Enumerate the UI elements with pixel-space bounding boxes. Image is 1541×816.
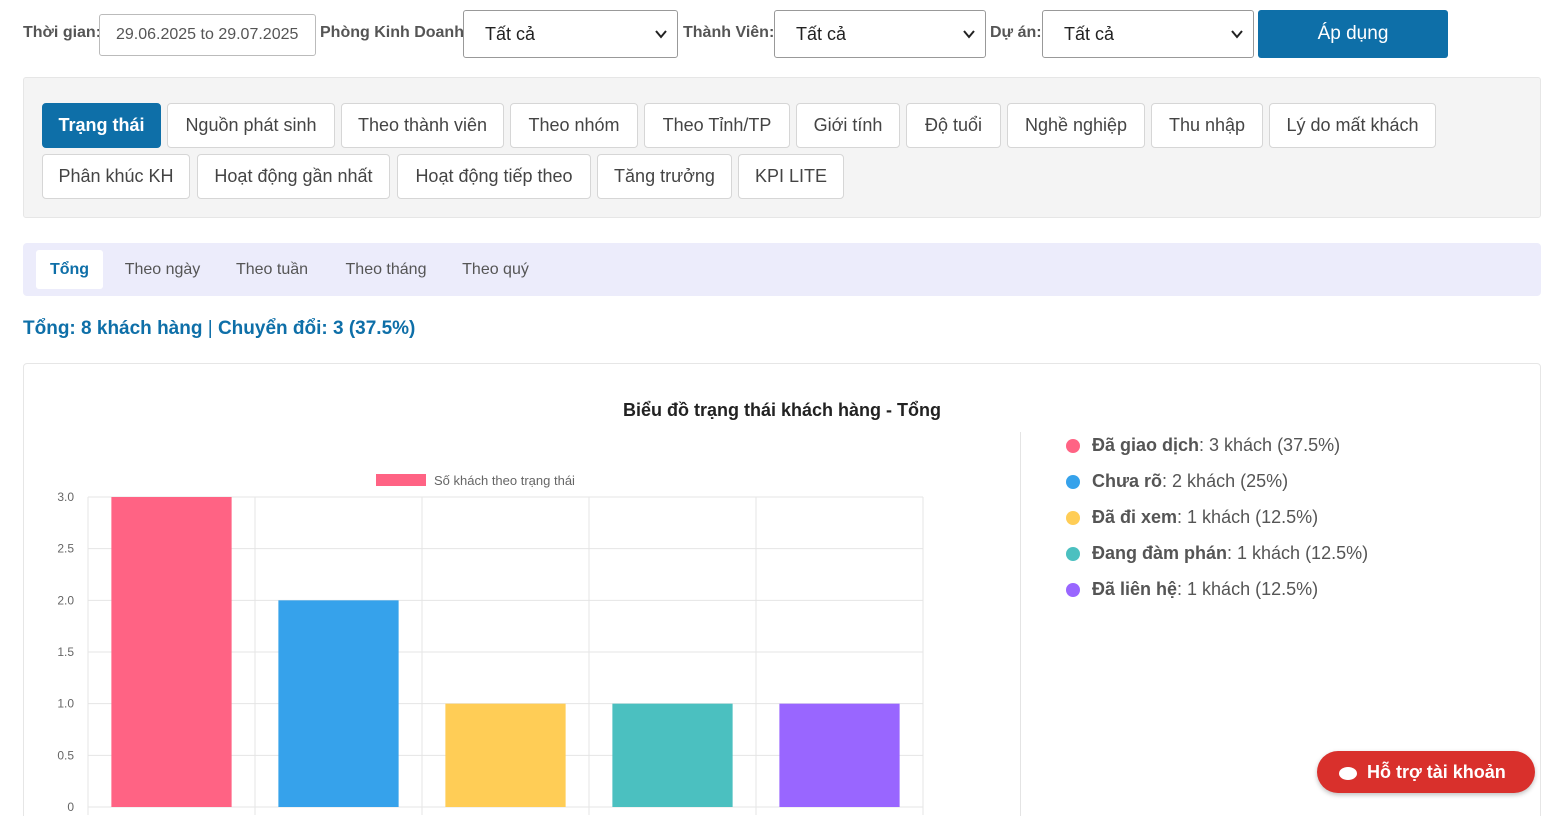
bar-1 <box>111 497 232 807</box>
legend-name: Chưa rõ <box>1092 471 1163 491</box>
legend-dot <box>1066 511 1080 525</box>
legend-swatch <box>376 474 426 486</box>
bar-2 <box>278 600 399 807</box>
summary-conversion: Chuyển đổi: 3 (37.5%) <box>217 318 416 339</box>
tab-theo-nhom[interactable]: Theo nhóm <box>510 103 638 148</box>
report-tabs-panel: Trạng thái Nguồn phát sinh Theo thành vi… <box>23 77 1541 218</box>
tab-nghe-nghiep[interactable]: Nghề nghiệp <box>1007 103 1145 148</box>
y-tick-label: 2.5 <box>57 542 74 556</box>
legend-detail: : 1 khách (12.5%) <box>1177 507 1319 527</box>
bar-3 <box>445 703 566 807</box>
tab-trang-thai[interactable]: Trạng thái <box>42 103 161 148</box>
member-select-value: Tất cả <box>796 24 847 44</box>
project-select-value: Tất cả <box>1064 24 1115 44</box>
legend-name: Đã đi xem <box>1092 507 1178 527</box>
support-button-label: Hỗ trợ tài khoản <box>1367 762 1506 782</box>
tab-theo-tinh-tp[interactable]: Theo Tỉnh/TP <box>644 103 790 148</box>
project-select[interactable]: Tất cả <box>1042 10 1254 58</box>
legend-name: Đã giao dịch <box>1092 435 1200 455</box>
chevron-down-icon <box>963 30 975 39</box>
y-tick-label: 1.5 <box>57 645 74 659</box>
summary-line: Tổng: 8 khách hàng | Chuyển đổi: 3 (37.5… <box>23 318 415 340</box>
legend-dot <box>1066 583 1080 597</box>
tab-tang-truong[interactable]: Tăng trưởng <box>597 154 732 199</box>
dept-select-value: Tất cả <box>485 24 536 44</box>
member-label: Thành Viên: <box>683 24 775 41</box>
period-tabs: Tổng Theo ngày Theo tuần Theo tháng Theo… <box>23 243 1541 296</box>
tab-ly-do-mat-khach[interactable]: Lý do mất khách <box>1269 103 1436 148</box>
tab-theo-thanh-vien[interactable]: Theo thành viên <box>341 103 504 148</box>
filter-bar: Thời gian: 29.06.2025 to 29.07.2025 Phòn… <box>0 10 1541 58</box>
subtab-theo-thang[interactable]: Theo tháng <box>345 261 427 278</box>
bar-4 <box>612 703 733 807</box>
tab-nguon-phat-sinh[interactable]: Nguồn phát sinh <box>167 103 335 148</box>
y-tick-label: 0 <box>67 800 74 814</box>
legend-item-da-lien-he: Đã liên hệ: 1 khách (12.5%) <box>1066 576 1368 612</box>
y-tick-label: 2.0 <box>57 593 74 607</box>
tab-hoat-dong-tiep-theo[interactable]: Hoạt động tiếp theo <box>397 154 591 199</box>
tab-gioi-tinh[interactable]: Giới tính <box>796 103 900 148</box>
tab-kpi-lite[interactable]: KPI LITE <box>738 154 844 199</box>
status-legend: Đã giao dịch: 3 khách (37.5%) Chưa rõ: 2… <box>1066 432 1368 612</box>
legend-dot <box>1066 475 1080 489</box>
tab-thu-nhap[interactable]: Thu nhập <box>1151 103 1263 148</box>
legend-detail: : 1 khách (12.5%) <box>1177 579 1319 599</box>
divider <box>1020 432 1021 816</box>
time-label: Thời gian: <box>23 24 102 41</box>
legend-detail: : 3 khách (37.5%) <box>1199 435 1341 455</box>
support-button[interactable]: Hỗ trợ tài khoản <box>1317 751 1535 793</box>
summary-separator: | <box>207 318 213 339</box>
legend-item-da-di-xem: Đã đi xem: 1 khách (12.5%) <box>1066 504 1368 540</box>
legend-dot <box>1066 439 1080 453</box>
dept-select[interactable]: Tất cả <box>463 10 678 58</box>
apply-button[interactable]: Áp dụng <box>1258 10 1448 58</box>
y-tick-label: 3.0 <box>57 490 74 504</box>
subtab-theo-quy[interactable]: Theo quý <box>462 261 529 278</box>
legend-item-chua-ro: Chưa rõ: 2 khách (25%) <box>1066 468 1368 504</box>
tab-phan-khuc-kh[interactable]: Phân khúc KH <box>42 154 190 199</box>
project-label: Dự án: <box>990 24 1042 41</box>
legend-item-da-giao-dich: Đã giao dịch: 3 khách (37.5%) <box>1066 432 1368 468</box>
chart-title: Biểu đồ trạng thái khách hàng - Tổng <box>623 400 941 420</box>
chevron-down-icon <box>1231 30 1243 39</box>
date-range-input[interactable]: 29.06.2025 to 29.07.2025 <box>99 14 316 56</box>
chevron-down-icon <box>655 30 667 39</box>
chat-bubble-icon <box>1339 766 1357 780</box>
y-tick-label: 0.5 <box>57 748 74 762</box>
bar-5 <box>779 703 900 807</box>
legend-item-dang-dam-phan: Đang đàm phán: 1 khách (12.5%) <box>1066 540 1368 576</box>
legend-name: Đang đàm phán <box>1092 543 1228 563</box>
status-bar-chart: 3.0 2.5 2.0 1.5 1.0 0.5 0 Số khách theo trạng t… <box>57 473 924 815</box>
legend-detail: : 2 khách (25%) <box>1162 471 1289 491</box>
legend-detail: : 1 khách (12.5%) <box>1227 543 1369 563</box>
subtab-tong[interactable]: Tổng <box>36 250 103 289</box>
dept-label: Phòng Kinh Doanh: <box>320 24 470 41</box>
legend-label: Số khách theo trạng thái <box>434 473 575 488</box>
tab-hoat-dong-gan-nhat[interactable]: Hoạt động gần nhất <box>197 154 390 199</box>
summary-total: Tổng: 8 khách hàng <box>23 318 203 339</box>
tab-do-tuoi[interactable]: Độ tuổi <box>906 103 1001 148</box>
member-select[interactable]: Tất cả <box>774 10 986 58</box>
legend-name: Đã liên hệ <box>1092 579 1178 599</box>
y-tick-label: 1.0 <box>57 697 74 711</box>
subtab-theo-tuan[interactable]: Theo tuần <box>235 261 309 278</box>
legend-dot <box>1066 547 1080 561</box>
subtab-theo-ngay[interactable]: Theo ngày <box>124 261 201 278</box>
